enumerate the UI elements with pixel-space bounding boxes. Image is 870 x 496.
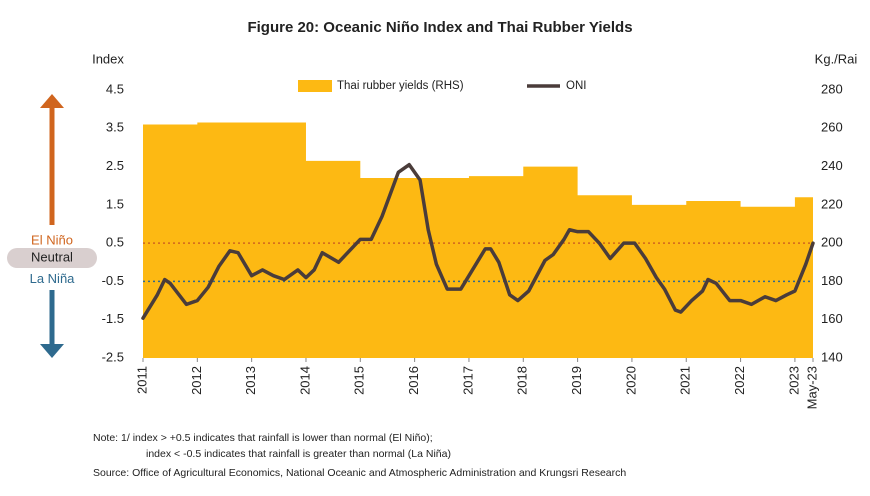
y2-tick-label: 160 — [821, 311, 843, 326]
neutral-label: Neutral — [31, 249, 73, 264]
x-tick-label: 2016 — [406, 366, 421, 395]
x-tick-label: 2013 — [243, 366, 258, 395]
y-tick-label: -0.5 — [102, 273, 124, 288]
y2-tick-label: 180 — [821, 273, 843, 288]
note: index < -0.5 indicates that rainfall is … — [146, 448, 451, 460]
rubber-yield-area — [143, 122, 813, 359]
x-tick-label: 2014 — [297, 366, 312, 395]
note: Note: 1/ index > +0.5 indicates that rai… — [93, 432, 433, 444]
chart-title: Figure 20: Oceanic Niño Index and Thai R… — [247, 19, 632, 36]
neutral-pill — [7, 248, 97, 268]
oni-line — [141, 162, 815, 320]
legend-label: ONI — [566, 80, 586, 92]
y-tick-label: 2.5 — [106, 158, 124, 173]
x-tick-label: 2023 — [786, 366, 801, 395]
threshold-label: La Niña — [30, 271, 76, 286]
x-tick-label: 2011 — [134, 366, 149, 394]
x-tick-label: 2019 — [569, 366, 584, 395]
threshold-label: El Niño — [31, 233, 73, 248]
legend-swatch — [298, 80, 332, 92]
x-tick-label: 2022 — [732, 366, 747, 395]
y-tick-label: -2.5 — [102, 349, 124, 364]
y2-tick-label: 200 — [821, 235, 843, 250]
x-tick-label: 2017 — [460, 366, 475, 395]
source: Source: Office of Agricultural Economics… — [93, 467, 626, 479]
x-tick-label: 2012 — [189, 366, 204, 395]
x-tick-label: 2021 — [678, 366, 693, 395]
y-tick-label: 3.5 — [106, 120, 124, 135]
y-tick-label: 1.5 — [106, 196, 124, 211]
y-axis-label: Index — [92, 51, 124, 66]
x-tick-label: 2018 — [515, 366, 530, 395]
y2-tick-label: 240 — [821, 158, 843, 173]
y-tick-label: 4.5 — [106, 81, 124, 96]
el-nino-arrowhead — [40, 94, 64, 108]
la-nina-arrowhead — [40, 344, 64, 358]
y-tick-label: -1.5 — [102, 311, 124, 326]
x-tick-label: 2015 — [352, 366, 367, 395]
x-tick-label: 2020 — [623, 366, 638, 395]
y-tick-label: 0.5 — [106, 235, 124, 250]
y2-tick-label: 220 — [821, 196, 843, 211]
legend-label: Thai rubber yields (RHS) — [337, 80, 464, 92]
x-tick-label: May-23 — [804, 366, 819, 409]
y2-tick-label: 140 — [821, 349, 843, 364]
y2-axis-label: Kg./Rai — [815, 51, 858, 66]
y2-tick-label: 260 — [821, 120, 843, 135]
plot-area — [143, 122, 813, 359]
y2-tick-label: 280 — [821, 81, 843, 96]
